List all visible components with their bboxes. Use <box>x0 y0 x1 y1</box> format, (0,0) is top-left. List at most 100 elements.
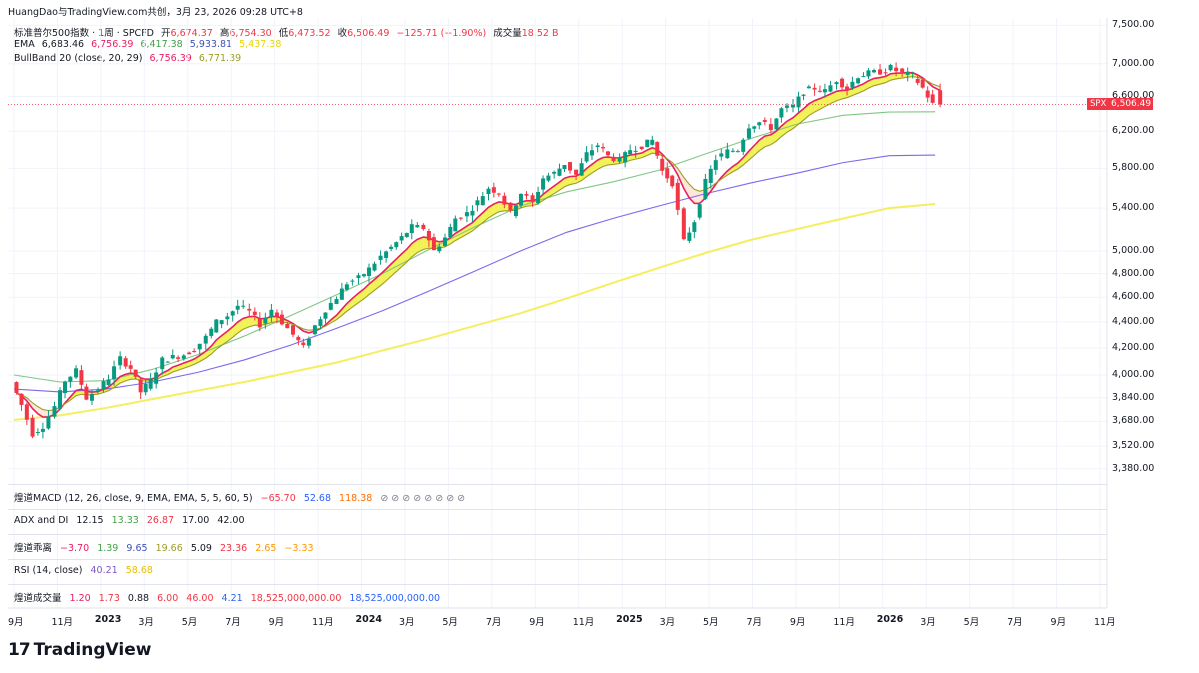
bull-band-segment <box>243 316 250 330</box>
candle-body <box>801 94 806 96</box>
time-tick-label: 2024 <box>355 614 382 625</box>
candle-body <box>464 212 469 217</box>
candle-body <box>301 342 306 346</box>
candle-body <box>143 383 148 393</box>
bull-band-segment <box>42 409 49 418</box>
time-tick-label: 11月 <box>1094 617 1116 628</box>
bull-band-segment <box>488 204 494 218</box>
candle-body <box>252 311 257 315</box>
volume-pane-label[interactable]: 煌道成交量 1.20 1.73 0.88 6.00 46.00 4.21 18,… <box>14 590 445 604</box>
candle-body <box>915 78 920 83</box>
macd-value-2: 52.68 <box>303 493 332 504</box>
candle-body <box>426 231 431 241</box>
candle-body <box>866 70 871 77</box>
ema-value-4: 5,933.81 <box>189 39 233 50</box>
candle-body <box>269 309 274 317</box>
tradingview-brand[interactable]: 17 TradingView <box>8 640 151 660</box>
volume-value: 18.52 B <box>521 28 559 39</box>
candle-body <box>96 390 101 392</box>
candle-body <box>339 288 344 300</box>
candle-body <box>350 280 355 282</box>
candle-body <box>562 164 567 170</box>
candle-body <box>475 200 480 206</box>
candle-body <box>628 150 633 155</box>
candle-body <box>762 120 767 122</box>
candle-body <box>752 126 757 129</box>
price-tick-label: 4,600.00 <box>1112 291 1155 303</box>
candle-body <box>431 237 436 251</box>
candle-body <box>170 355 175 359</box>
candle-body <box>486 188 491 194</box>
time-tick-label: 9月 <box>268 617 285 628</box>
vol-value-1: 1.20 <box>69 593 91 604</box>
candle-body <box>925 90 930 98</box>
bias-pane-label[interactable]: 煌道乖离 −3.70 1.39 9.65 19.66 5.09 23.36 2.… <box>14 540 319 554</box>
price-tick-label: 7,500.00 <box>1112 19 1155 31</box>
bull-band-segment <box>764 134 771 147</box>
candle-body <box>905 71 910 75</box>
candle-body <box>779 108 784 118</box>
rsi-pane-label[interactable]: RSI (14, close) 40.21 58.68 <box>14 565 158 576</box>
bull-band-segment <box>597 157 604 170</box>
bull-band-segment <box>411 239 418 257</box>
time-tick-label: 11月 <box>833 617 855 628</box>
macd-label: 煌道MACD (12, 26, close, 9, EMA, EMA, 5, 5… <box>14 493 253 504</box>
bull-band-segment <box>683 177 690 199</box>
candle-body <box>806 86 811 89</box>
candle-body <box>812 87 817 90</box>
adx-label: ADX and DI <box>14 515 69 526</box>
bull-band <box>16 72 941 418</box>
bull-band-segment <box>570 176 577 185</box>
bullband-legend[interactable]: BullBand 20 (close, 20, 29) 6,756.39 6,7… <box>14 53 245 64</box>
macd-empty-values: ⊘ ⊘ ⊘ ⊘ ⊘ ⊘ ⊘ ⊘ <box>380 493 466 504</box>
candle-body <box>536 191 541 204</box>
ema-value-2: 6,756.39 <box>91 39 134 50</box>
adx-pane-label[interactable]: ADX and DI 12.15 13.33 26.87 17.00 42.00 <box>14 515 250 526</box>
candle-body <box>378 255 383 260</box>
open-label: 开 <box>161 28 171 39</box>
candle-body <box>611 156 616 162</box>
attribution-text: HuangDao与TradingView.com共创，3月 23, 2026 0… <box>8 7 303 18</box>
candle-body <box>46 416 51 429</box>
candle-body <box>496 193 501 195</box>
adx-value-5: 42.00 <box>217 515 245 526</box>
bullband-line <box>16 76 941 412</box>
ema-value-3: 6,417.38 <box>140 39 183 50</box>
candle-body <box>84 386 89 400</box>
adx-value-3: 26.87 <box>146 515 175 526</box>
candle-body <box>878 69 883 75</box>
ema-value-5: 5,437.38 <box>239 39 282 50</box>
bias-label: 煌道乖离 <box>14 543 53 554</box>
time-tick-label: 11月 <box>572 617 595 628</box>
candle-body <box>595 145 600 148</box>
price-tick-label: 4,400.00 <box>1112 315 1155 327</box>
candle-body <box>708 168 713 183</box>
bias-value-3: 9.65 <box>126 543 148 554</box>
macd-value-1: −65.70 <box>260 493 296 504</box>
time-tick-label: 5月 <box>181 617 198 628</box>
candle-body <box>181 355 186 359</box>
macd-pane-label[interactable]: 煌道MACD (12, 26, close, 9, EMA, EMA, 5, 5… <box>14 490 470 504</box>
symbol-name[interactable]: 标准普尔500指数 · 1周 · SPCFD <box>14 28 154 39</box>
bull-band-segment <box>896 72 903 79</box>
pane-separator <box>8 584 1107 585</box>
close-value: 6,506.49 <box>347 28 390 39</box>
vol-value-3: 0.88 <box>127 593 150 604</box>
time-tick-label: 7月 <box>1007 617 1023 628</box>
ema-legend[interactable]: EMA 6,683.46 6,756.39 6,417.38 5,933.81 … <box>14 39 285 50</box>
candle-body <box>334 299 339 304</box>
rsi-value-1: 40.21 <box>90 565 118 576</box>
candle-body <box>741 139 746 152</box>
candle-body <box>508 202 513 211</box>
candle-body <box>645 139 650 148</box>
candle-body <box>404 233 409 237</box>
time-tick-label: 11月 <box>51 617 74 628</box>
candle-body <box>617 157 622 162</box>
candle-body <box>63 381 68 394</box>
candle-body <box>660 158 665 171</box>
volume-label: 成交量 <box>493 28 522 39</box>
time-tick-label: 7月 <box>746 617 763 628</box>
candle-body <box>306 338 311 346</box>
candle-body <box>530 195 535 202</box>
